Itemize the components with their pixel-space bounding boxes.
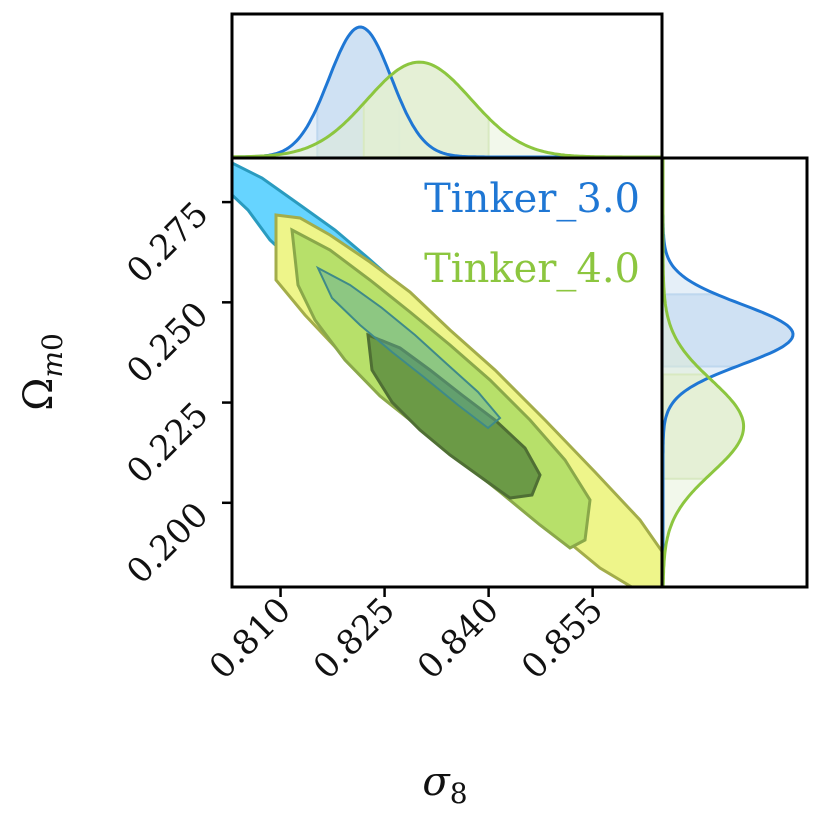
contour-tinker3-overlay xyxy=(315,265,502,430)
x-tick-label: 0.810 xyxy=(202,590,299,687)
y-tick-label: 0.275 xyxy=(119,194,216,291)
right-marginal-panel xyxy=(660,156,809,589)
legend-label-tinker4: Tinker_4.0 xyxy=(424,246,640,292)
y-axis-label: Ωm0 xyxy=(16,333,69,411)
x-axis-label: σ8 xyxy=(422,759,467,810)
top-marginal-panel xyxy=(230,12,664,160)
x-tick-label: 0.855 xyxy=(514,590,611,687)
x-tick-label: 0.840 xyxy=(410,590,507,687)
legend-label-tinker3: Tinker_3.0 xyxy=(424,176,640,222)
y-tick-label: 0.250 xyxy=(119,294,216,391)
right-marginal-fill-tinker3 xyxy=(663,158,793,587)
contour-tinker4-inner xyxy=(366,332,542,500)
top-marginal-fill-tinker3 xyxy=(232,27,662,157)
x-axis-ticks: 0.810 0.825 0.840 0.855 xyxy=(202,587,611,687)
main-panel-frame xyxy=(230,156,664,589)
y-tick-label: 0.225 xyxy=(119,395,216,492)
main-contour-panel: Tinker_3.0 Tinker_4.0 xyxy=(230,156,664,589)
x-tick-label: 0.825 xyxy=(306,590,403,687)
top-marginal-fill-tinker4 xyxy=(232,62,662,157)
y-tick-label: 0.200 xyxy=(119,495,216,592)
